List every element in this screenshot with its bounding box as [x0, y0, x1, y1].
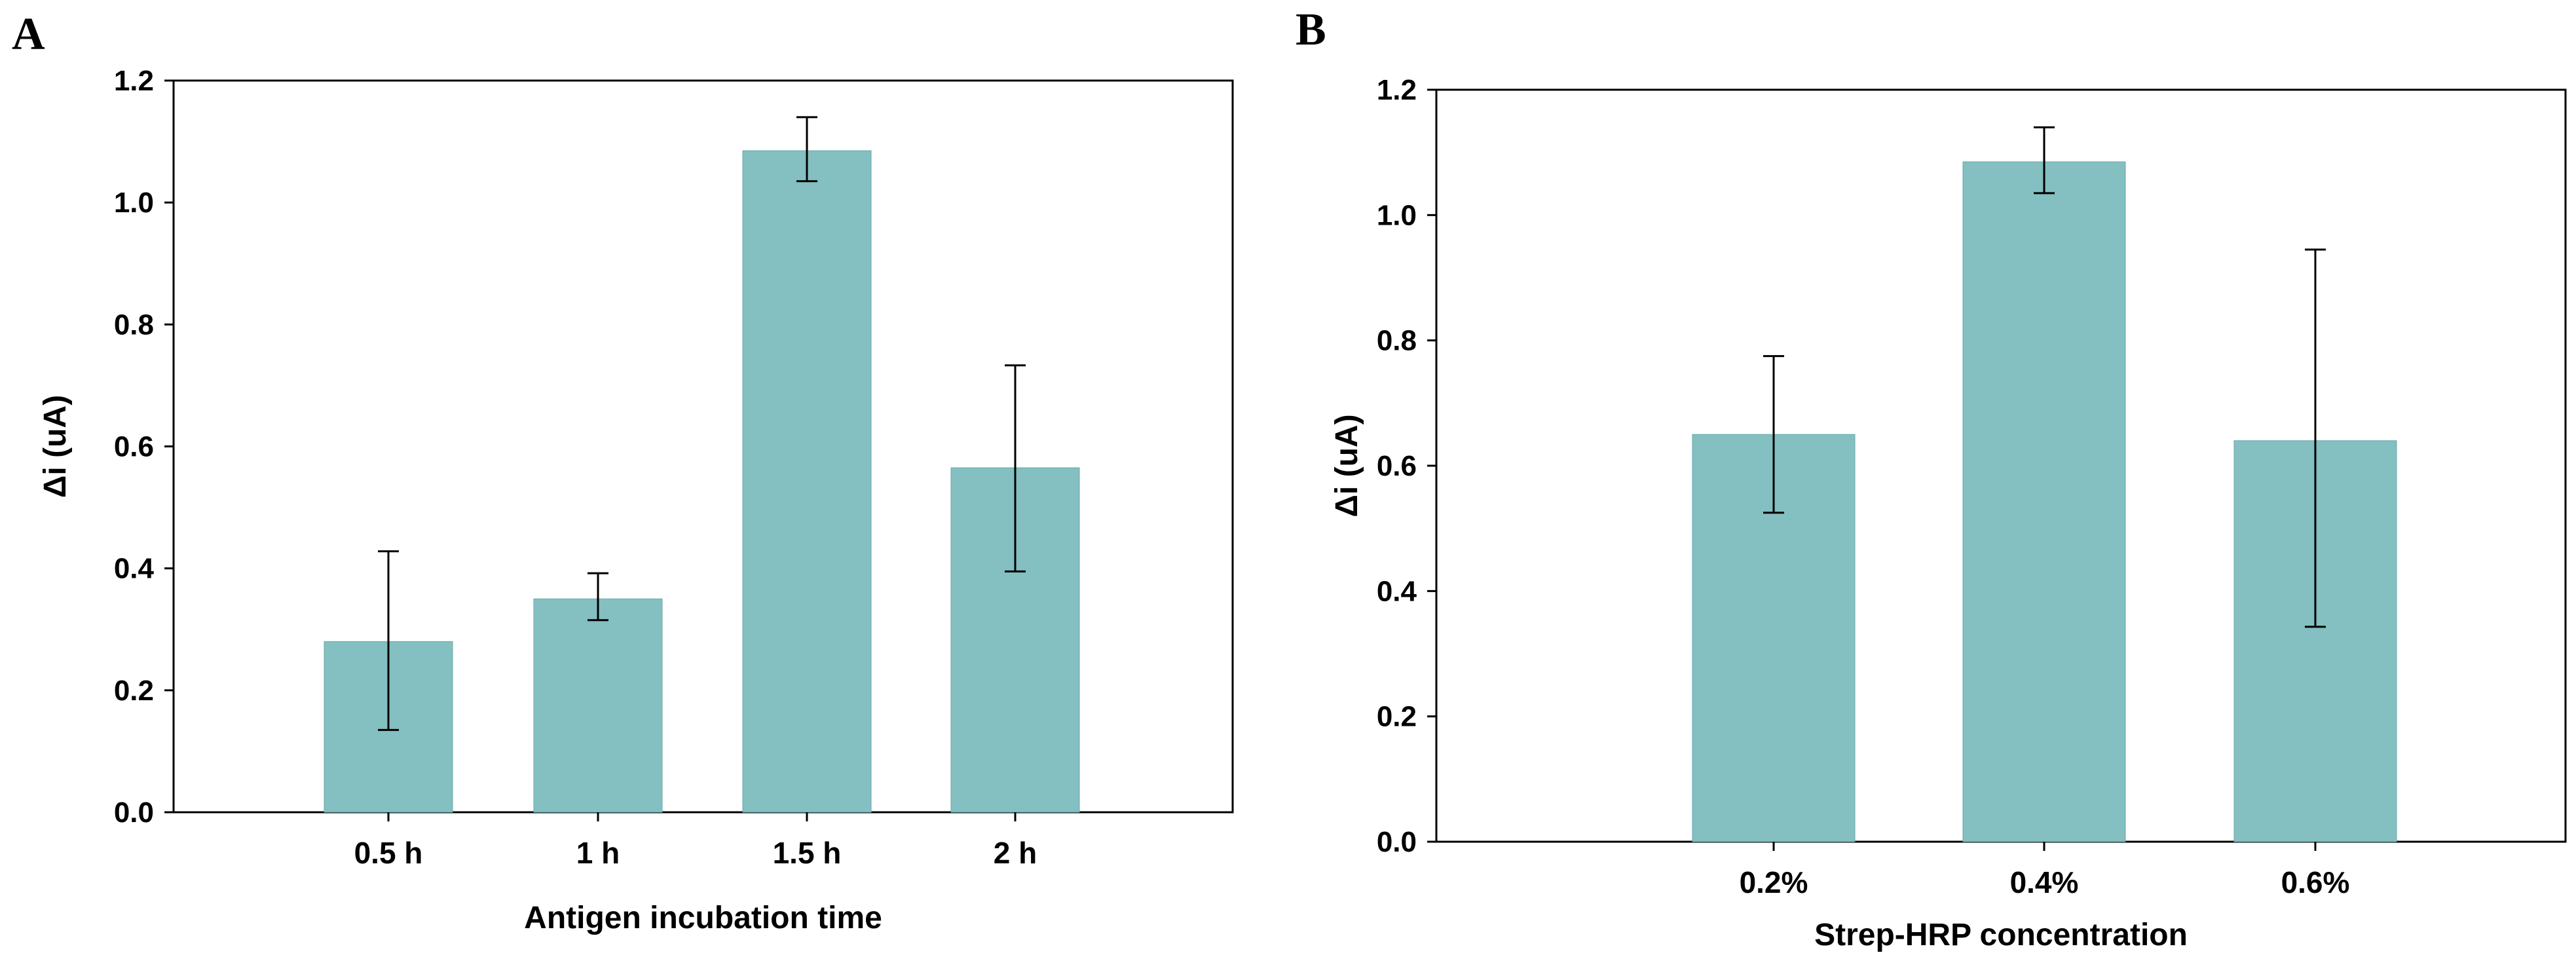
- x-tick-label: 0.4%: [2010, 865, 2079, 899]
- panel-label-b: B: [1296, 5, 1326, 55]
- y-axis-b: 0.0 0.2 0.4 0.6 0.8 1.0 1.2: [1377, 74, 1436, 858]
- x-axis-title-a: Antigen incubation time: [524, 901, 882, 935]
- y-tick-label: 0.2: [114, 675, 154, 707]
- bars-a: [324, 116, 1080, 813]
- bar: [1962, 161, 2126, 842]
- bars-b: [1692, 126, 2397, 842]
- chart-panel-b: B 0.0 0.2 0.4 0.6 0.8 1.0 1.2 0.2% 0.4% 0.6% Str…: [1296, 5, 2567, 952]
- y-tick-label: 1.0: [114, 187, 154, 219]
- y-axis-title-a: Δi (uA): [38, 395, 73, 498]
- y-tick-label: 0.2: [1377, 701, 1417, 733]
- bar: [742, 150, 872, 813]
- y-tick-label: 0.4: [114, 553, 155, 585]
- chart-panel-a: A 0.0 0.2 0.4 0.6 0.8 1.0 1.2 0.5 h 1 h 1.5 h 2 h…: [12, 9, 1234, 935]
- x-tick-label: 2 h: [994, 836, 1037, 870]
- y-axis-a: 0.0 0.2 0.4 0.6 0.8 1.0 1.2: [114, 65, 174, 829]
- y-tick-label: 0.0: [1377, 826, 1417, 858]
- x-tick-label: 0.2%: [1740, 865, 1808, 899]
- bar: [533, 598, 663, 813]
- y-tick-label: 1.0: [1377, 199, 1417, 231]
- y-tick-label: 0.8: [1377, 325, 1417, 357]
- x-tick-label: 0.5 h: [354, 836, 423, 870]
- y-axis-title-b: Δi (uA): [1330, 414, 1364, 517]
- x-tick-label: 1 h: [576, 836, 620, 870]
- x-tick-label: 1.5 h: [773, 836, 842, 870]
- y-tick-label: 1.2: [1377, 74, 1417, 106]
- y-tick-label: 0.8: [114, 309, 154, 341]
- y-tick-label: 1.2: [114, 65, 154, 97]
- y-tick-label: 0.0: [114, 797, 154, 829]
- x-axis-title-b: Strep-HRP concentration: [1814, 918, 2188, 952]
- x-axis-a: 0.5 h 1 h 1.5 h 2 h: [354, 812, 1037, 870]
- x-axis-b: 0.2% 0.4% 0.6%: [1740, 842, 2350, 899]
- y-tick-label: 0.6: [114, 431, 154, 463]
- panel-label-a: A: [12, 9, 45, 60]
- x-tick-label: 0.6%: [2281, 865, 2350, 899]
- y-tick-label: 0.6: [1377, 450, 1417, 482]
- y-tick-label: 0.4: [1377, 575, 1417, 607]
